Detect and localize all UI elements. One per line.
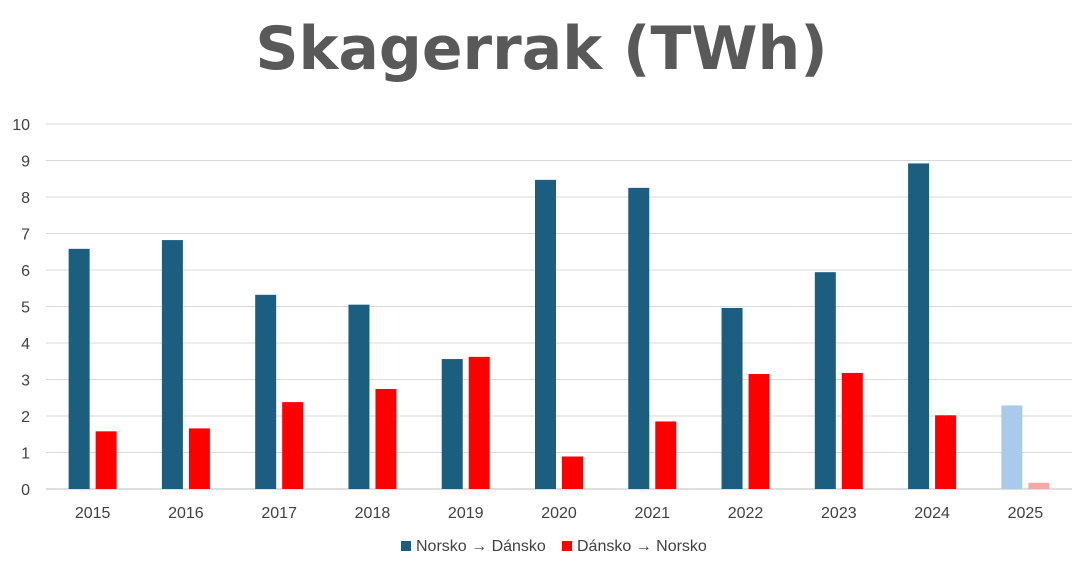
chart-title: Skagerrak (TWh) (255, 14, 828, 84)
x-tick-label: 2024 (914, 505, 950, 522)
x-tick-label: 2025 (1008, 505, 1044, 522)
legend-label-dansko-norsko: Dánsko → Norsko (577, 538, 707, 555)
x-tick-label: 2022 (728, 505, 764, 522)
y-tick-label: 3 (21, 373, 30, 390)
bar-norsko-dansko-2021 (628, 187, 650, 489)
y-tick-label: 4 (21, 336, 30, 353)
x-tick-label: 2023 (821, 505, 857, 522)
y-tick-label: 0 (21, 482, 30, 499)
bar-dansko-norsko-2019 (468, 356, 490, 489)
bar-norsko-dansko-2017 (255, 294, 277, 489)
legend-label-norsko-dansko: Norsko → Dánsko (416, 538, 546, 555)
bar-dansko-norsko-2022 (748, 374, 770, 489)
bar-norsko-dansko-2024 (908, 163, 930, 490)
bar-dansko-norsko-2017 (282, 402, 304, 489)
bar-norsko-dansko-2015 (68, 248, 90, 489)
bar-dansko-norsko-2024 (935, 415, 957, 489)
bar-dansko-norsko-2025 (1028, 482, 1050, 489)
bar-norsko-dansko-2018 (348, 304, 370, 489)
bar-dansko-norsko-2016 (188, 428, 210, 489)
y-tick-label: 1 (21, 446, 30, 463)
y-tick-label: 8 (21, 190, 30, 207)
x-tick-label: 2021 (634, 505, 670, 522)
bar-dansko-norsko-2018 (375, 388, 397, 489)
legend-swatch-dansko-norsko (562, 541, 572, 551)
bar-norsko-dansko-2025 (1001, 405, 1023, 489)
y-tick-label: 2 (21, 409, 30, 426)
legend-swatch-norsko-dansko (401, 541, 411, 551)
x-tick-label: 2018 (355, 505, 391, 522)
x-tick-label: 2019 (448, 505, 484, 522)
bar-dansko-norsko-2021 (655, 421, 677, 489)
y-tick-label: 6 (21, 263, 30, 280)
bar-norsko-dansko-2023 (814, 272, 836, 489)
bar-dansko-norsko-2023 (841, 372, 863, 489)
bar-norsko-dansko-2020 (535, 179, 556, 489)
bar-dansko-norsko-2015 (95, 431, 117, 489)
bar-norsko-dansko-2019 (441, 359, 463, 489)
x-tick-label: 2017 (261, 505, 297, 522)
bar-dansko-norsko-2020 (562, 456, 583, 489)
y-tick-label: 9 (21, 154, 30, 171)
bar-norsko-dansko-2022 (721, 307, 743, 489)
bar-norsko-dansko-2016 (161, 240, 183, 489)
x-tick-label: 2020 (541, 505, 577, 522)
x-tick-label: 2016 (168, 505, 204, 522)
x-tick-label: 2015 (75, 505, 111, 522)
y-tick-label: 5 (21, 300, 30, 317)
y-tick-label: 10 (12, 117, 30, 134)
y-tick-label: 7 (21, 227, 30, 244)
